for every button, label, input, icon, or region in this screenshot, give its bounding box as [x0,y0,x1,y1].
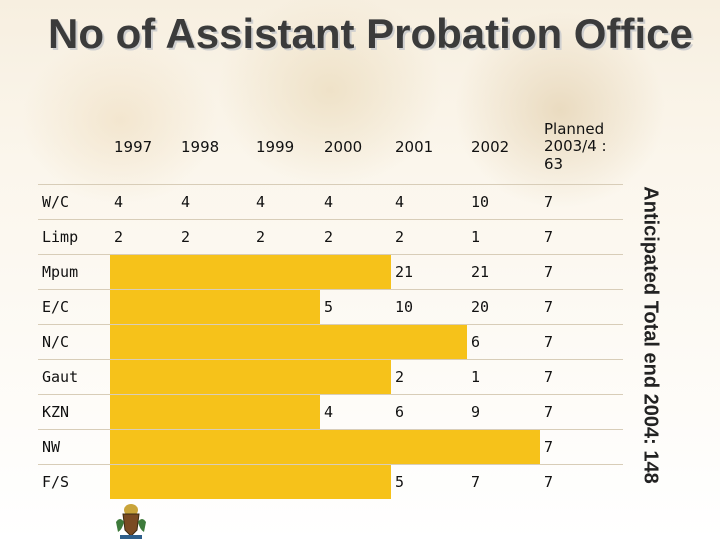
value-cell: 9 [467,394,540,430]
table-row: F/S 5 7 7 [38,464,623,499]
value-cell: 2 [110,219,177,255]
value-cell: 20 [467,289,540,325]
province-cell: F/S [38,464,110,499]
province-cell: Limp [38,219,110,255]
table-row: Mpum 21 21 7 [38,254,623,290]
value-cell [177,289,252,325]
value-cell [252,289,320,325]
value-cell: 4 [252,184,320,220]
value-cell: 7 [540,359,623,395]
page-title: No of Assistant Probation Office [48,10,693,57]
value-cell: 21 [391,254,467,290]
province-cell: Mpum [38,254,110,290]
value-cell: 7 [467,464,540,499]
table-row: Limp 2 2 2 2 2 1 7 [38,219,623,255]
value-cell [467,429,540,465]
value-cell: 4 [177,184,252,220]
value-cell [320,359,391,395]
value-cell: 21 [467,254,540,290]
year-header: 1997 [114,138,153,156]
table-row: W/C 4 4 4 4 4 10 7 [38,184,623,220]
value-cell: 4 [320,184,391,220]
value-cell: 7 [540,289,623,325]
value-cell [110,254,177,290]
value-cell: 7 [540,429,623,465]
table-row: N/C 6 7 [38,324,623,360]
year-header: 2001 [395,138,434,156]
province-cell: E/C [38,289,110,325]
value-cell [110,429,177,465]
table-row: NW 7 [38,429,623,465]
side-caption: Anticipated Total end 2004: 148 [637,152,663,518]
value-cell [391,324,467,360]
coat-of-arms-icon [116,504,146,539]
value-cell: 4 [391,184,467,220]
value-cell: 2 [391,359,467,395]
value-cell: 10 [467,184,540,220]
value-cell [252,394,320,430]
value-cell [177,359,252,395]
value-cell: 5 [320,289,391,325]
year-header: 2000 [324,138,363,156]
year-header: 2002 [471,138,510,156]
table-header-row: 1997 1998 1999 2000 2001 2002 Planned 20… [38,110,623,185]
value-cell: 4 [320,394,391,430]
value-cell [252,254,320,290]
province-cell: Gaut [38,359,110,395]
value-cell [252,359,320,395]
value-cell [252,429,320,465]
value-cell: 1 [467,219,540,255]
province-cell: NW [38,429,110,465]
province-cell: KZN [38,394,110,430]
value-cell: 2 [320,219,391,255]
value-cell [320,324,391,360]
planned-header: Planned 2003/4 : 63 [544,120,607,173]
value-cell: 6 [467,324,540,360]
value-cell: 7 [540,184,623,220]
value-cell: 2 [391,219,467,255]
value-cell [110,324,177,360]
value-cell: 7 [540,324,623,360]
value-cell [177,429,252,465]
table-row: KZN 4 6 9 7 [38,394,623,430]
value-cell: 5 [391,464,467,499]
value-cell [177,324,252,360]
value-cell: 2 [177,219,252,255]
value-cell: 7 [540,394,623,430]
value-cell: 1 [467,359,540,395]
value-cell: 4 [110,184,177,220]
value-cell: 7 [540,464,623,499]
table-row: Gaut 2 1 7 [38,359,623,395]
year-header: 1999 [256,138,295,156]
value-cell [252,324,320,360]
value-cell [391,429,467,465]
value-cell [177,394,252,430]
value-cell: 7 [540,254,623,290]
value-cell: 6 [391,394,467,430]
value-cell [110,289,177,325]
value-cell: 10 [391,289,467,325]
value-cell [252,464,320,499]
value-cell [177,464,252,499]
corner-header [38,110,110,185]
value-cell [110,464,177,499]
value-cell [110,359,177,395]
value-cell [177,254,252,290]
province-cell: N/C [38,324,110,360]
year-header: 1998 [181,138,220,156]
table-row: E/C 5 10 20 7 [38,289,623,325]
side-caption-text: Anticipated Total end 2004: 148 [639,186,662,484]
data-table: 1997 1998 1999 2000 2001 2002 Planned 20… [38,110,623,499]
value-cell: 7 [540,219,623,255]
value-cell: 2 [252,219,320,255]
value-cell [320,429,391,465]
value-cell [320,254,391,290]
value-cell [320,464,391,499]
value-cell [110,394,177,430]
province-cell: W/C [38,184,110,220]
